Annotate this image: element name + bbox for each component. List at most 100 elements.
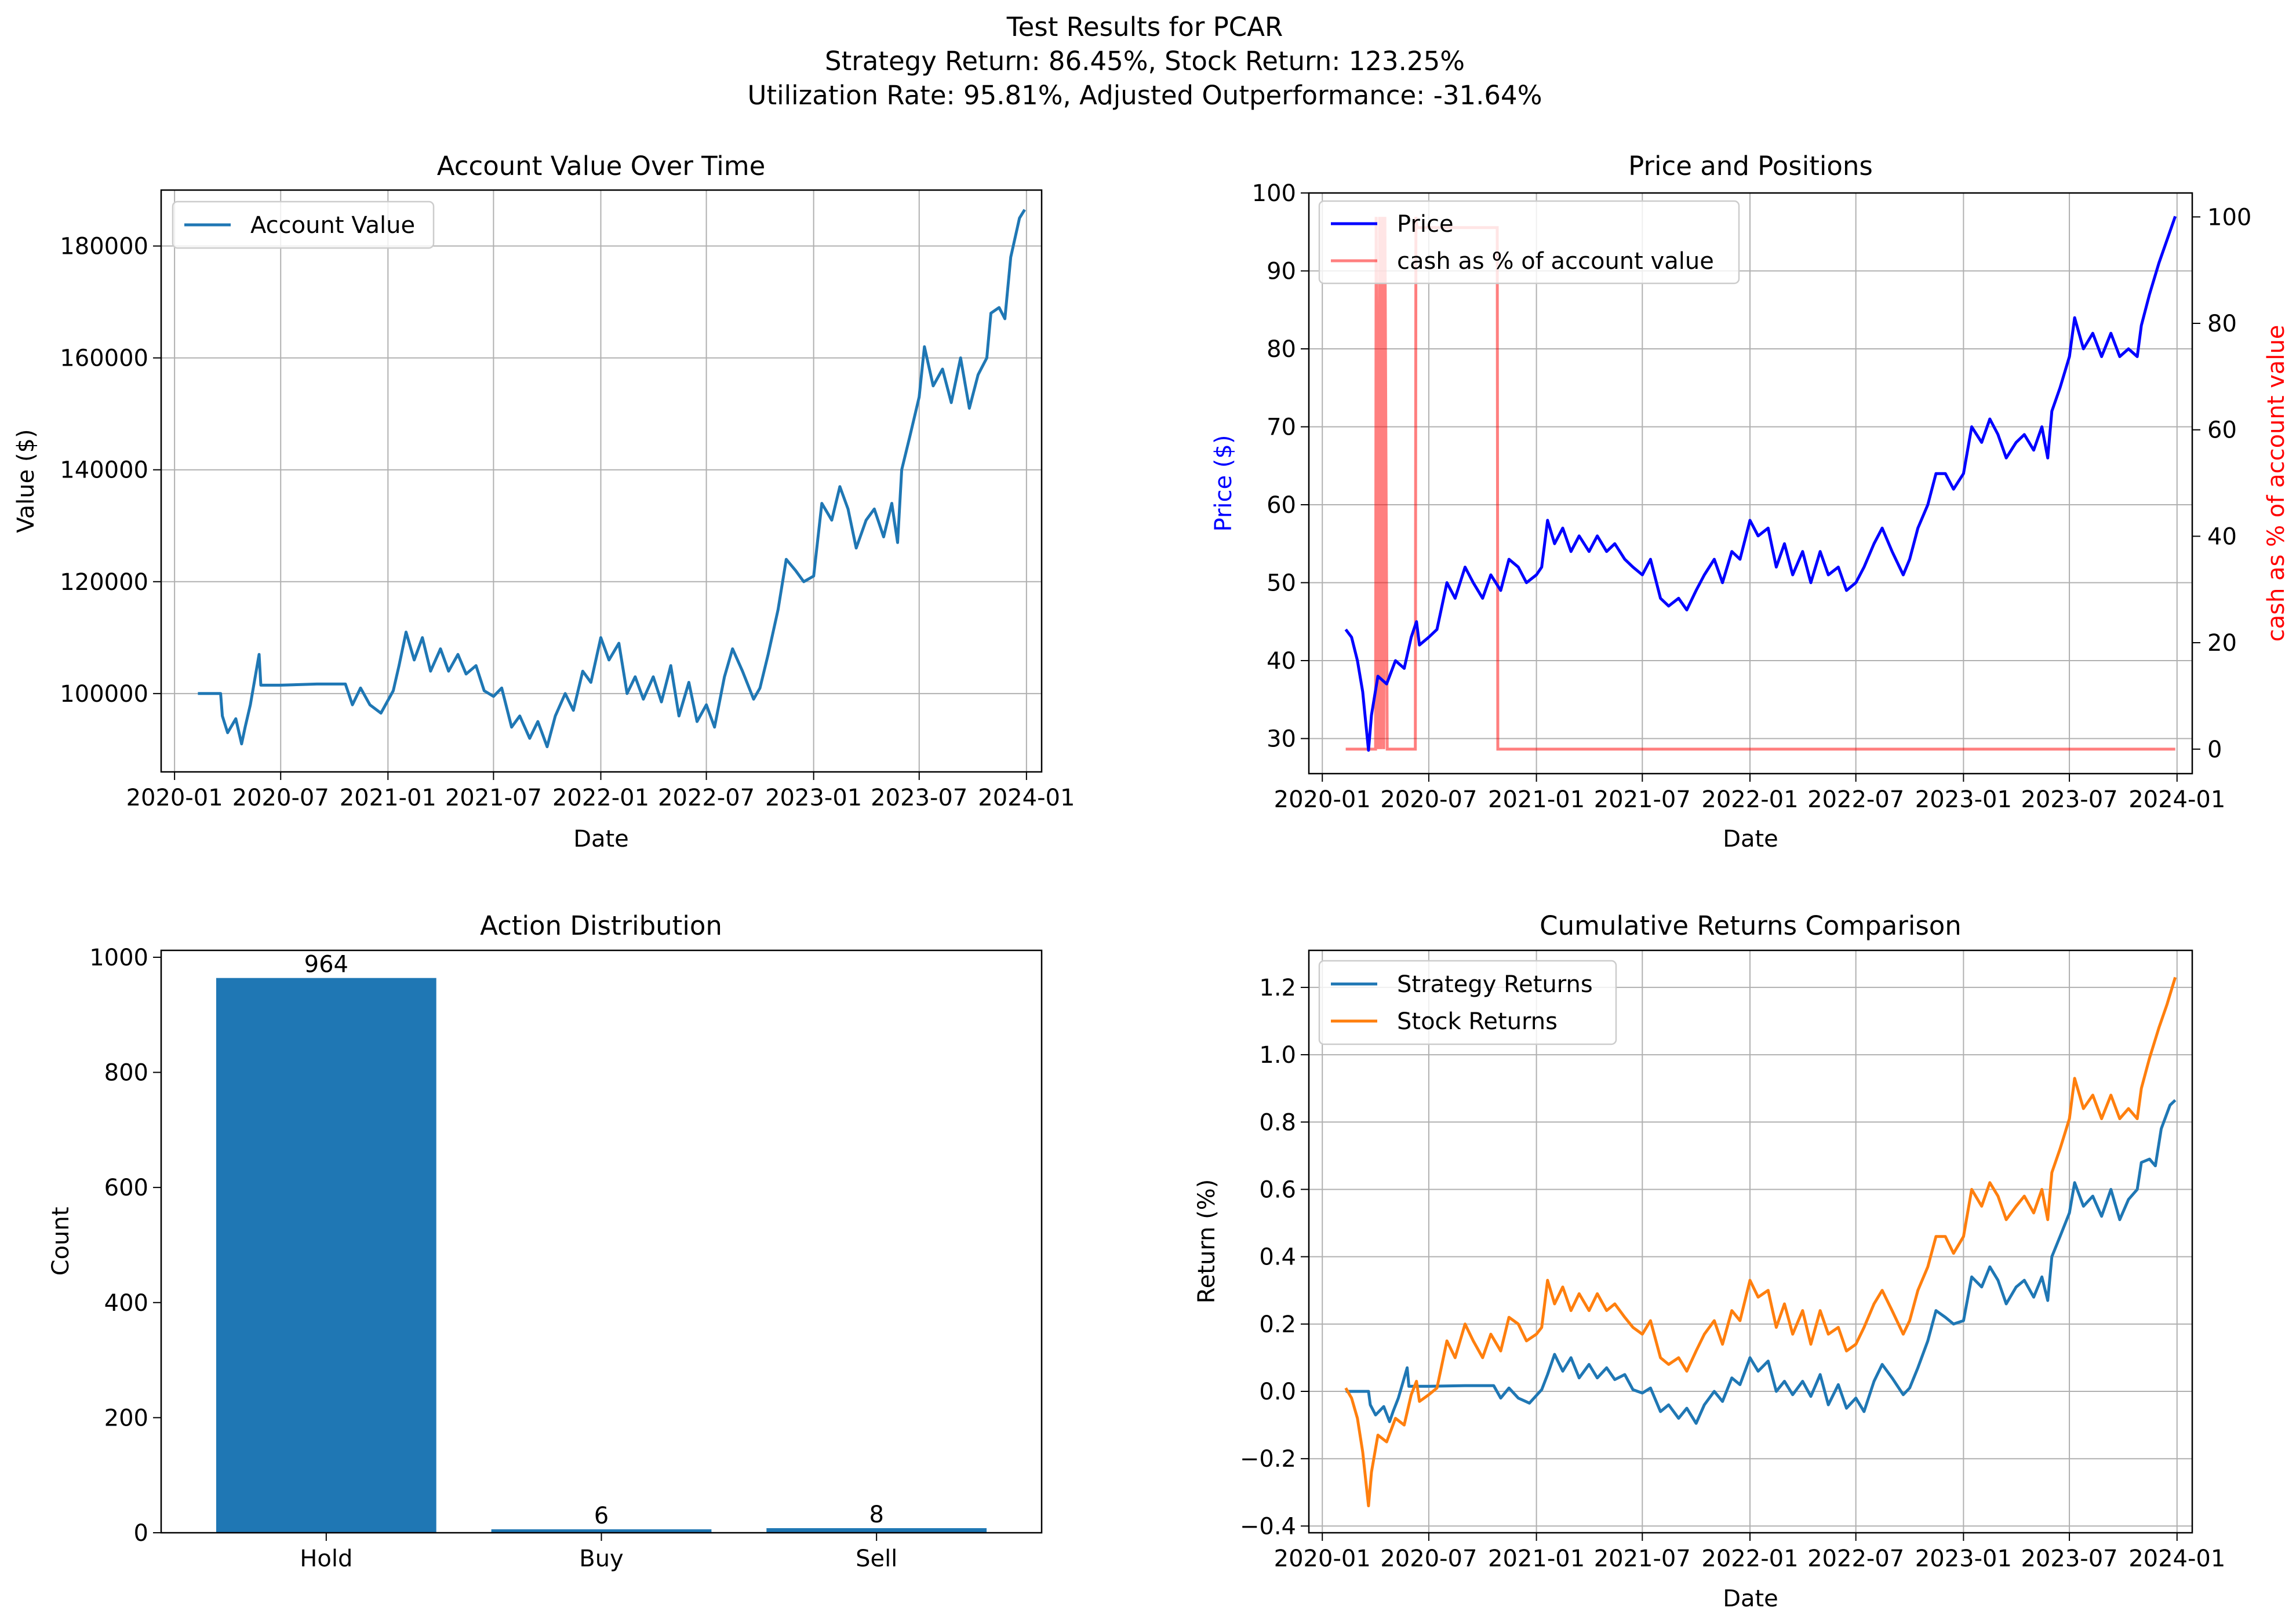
account-value-line (198, 209, 1026, 749)
x-tick-label: 2020-07 (1380, 786, 1477, 813)
x-tick-label: 2022-07 (658, 785, 755, 811)
y-tick-label: 0.0 (1259, 1379, 1296, 1405)
y-tick-label: 200 (104, 1405, 148, 1431)
figure-title-line-3: Utilization Rate: 95.81%, Adjusted Outpe… (748, 80, 1542, 111)
x-tick-label: 2024-01 (2128, 1546, 2225, 1572)
bar-value-label: 964 (304, 952, 348, 978)
right-y-tick-label: 20 (2207, 630, 2237, 657)
y-tick-label: 400 (104, 1290, 148, 1317)
strategy-legend-label: Strategy Returns (1397, 971, 1593, 998)
figure-title: Test Results for PCAR Strategy Return: 8… (748, 12, 1542, 111)
price-x-ticks: 2020-01 2020-07 2021-01 2021-07 2022-01 2022-… (1274, 774, 2225, 813)
y-tick-label: 70 (1267, 414, 1296, 440)
right-y-tick-label: 60 (2207, 417, 2237, 444)
x-tick-label: 2023-01 (1915, 1546, 2012, 1572)
price-legend-box (1318, 200, 1740, 285)
x-tick-label: 2022-07 (1807, 1546, 1904, 1572)
account-legend-box (172, 201, 435, 249)
price-right-y-ticks: 0 20 40 60 80 100 (2192, 204, 2251, 763)
account-y-ticks: 100000 120000 140000 160000 180000 (60, 234, 161, 708)
y-tick-label: 0.2 (1259, 1311, 1296, 1338)
x-tick-label: 2022-01 (552, 785, 649, 811)
y-tick-label: 160000 (60, 345, 148, 372)
price-positions-panel: Price and Positions 2020-01 2020-07 2021-0… (1210, 151, 2290, 852)
returns-x-ticks: 2020-01 2020-07 2021-01 2021-07 2022-01 2022-… (1274, 1533, 2225, 1572)
price-x-axis-label: Date (1723, 826, 1778, 852)
y-tick-label: 50 (1267, 570, 1296, 596)
stock-returns-line (1344, 976, 2177, 1507)
figure-title-line-1: Test Results for PCAR (1006, 12, 1283, 42)
price-line (1344, 216, 2177, 752)
returns-chart-title: Cumulative Returns Comparison (1540, 910, 1962, 941)
price-y-ticks: 30 40 50 60 70 80 90 100 (1252, 180, 1309, 752)
y-tick-label: −0.2 (1240, 1446, 1296, 1472)
action-bars: 964 6 8 (216, 952, 987, 1533)
stock-legend-label: Stock Returns (1397, 1008, 1558, 1035)
y-tick-label: 0.8 (1259, 1109, 1296, 1136)
y-tick-label: 100000 (60, 681, 148, 708)
account-plot-area (198, 209, 1026, 749)
right-y-tick-label: 0 (2207, 737, 2222, 763)
bar-buy (491, 1529, 712, 1533)
right-y-tick-label: 40 (2207, 523, 2237, 550)
x-tick-label: 2023-07 (2021, 1546, 2117, 1572)
price-axes-frame (1308, 192, 2193, 775)
y-tick-label: 0 (134, 1520, 148, 1547)
x-tick-label: 2021-01 (1488, 786, 1585, 813)
x-tick-label: 2021-07 (1594, 786, 1691, 813)
y-tick-label: −0.4 (1240, 1513, 1296, 1540)
y-tick-label: 60 (1267, 492, 1296, 519)
account-y-axis-label: Value ($) (13, 429, 39, 533)
y-tick-label: 40 (1267, 648, 1296, 675)
account-legend: Account Value (172, 201, 435, 249)
x-tick-label: 2022-01 (1701, 1546, 1798, 1572)
returns-grid (1309, 950, 2192, 1533)
category-label: Sell (856, 1546, 897, 1572)
category-label: Hold (300, 1546, 352, 1572)
y-tick-label: 90 (1267, 258, 1296, 285)
account-value-panel: Account Value Over Time 2020-01 2020-07 20… (13, 151, 1075, 852)
price-legend: Price cash as % of account value (1318, 200, 1740, 285)
returns-legend: Strategy Returns Stock Returns (1318, 960, 1617, 1045)
account-grid (161, 190, 1042, 772)
bar-value-label: 6 (594, 1503, 609, 1529)
right-y-tick-label: 80 (2207, 311, 2237, 337)
y-tick-label: 120000 (60, 569, 148, 596)
figure-title-line-2: Strategy Return: 86.45%, Stock Return: 1… (825, 46, 1465, 76)
y-tick-label: 800 (104, 1060, 148, 1087)
returns-plot-area (1344, 976, 2177, 1507)
action-chart-title: Action Distribution (480, 910, 722, 941)
cash-legend-label: cash as % of account value (1397, 248, 1714, 275)
account-legend-label: Account Value (250, 212, 415, 239)
y-tick-label: 140000 (60, 457, 148, 484)
y-tick-label: 180000 (60, 234, 148, 260)
returns-x-axis-label: Date (1723, 1585, 1778, 1612)
x-tick-label: 2021-01 (340, 785, 436, 811)
action-x-ticks: Hold Buy Sell (300, 1533, 897, 1572)
x-tick-label: 2023-01 (1915, 786, 2012, 813)
x-tick-label: 2021-01 (1488, 1546, 1585, 1572)
price-y-axis-label: Price ($) (1210, 435, 1237, 532)
account-chart-title: Account Value Over Time (437, 151, 766, 181)
returns-y-ticks: −0.4 −0.2 0.0 0.2 0.4 0.6 0.8 1.0 1.2 (1240, 975, 1309, 1540)
x-tick-label: 2021-07 (1594, 1546, 1691, 1572)
action-y-axis-label: Count (48, 1207, 74, 1276)
bar-value-label: 8 (869, 1501, 883, 1528)
x-tick-label: 2023-01 (765, 785, 862, 811)
cumulative-returns-panel: Cumulative Returns Comparison 2020-01 202… (1194, 910, 2225, 1612)
returns-y-axis-label: Return (%) (1194, 1179, 1220, 1304)
x-tick-label: 2020-07 (232, 785, 329, 811)
right-y-tick-label: 100 (2207, 204, 2251, 231)
x-tick-label: 2024-01 (978, 785, 1075, 811)
price-chart-title: Price and Positions (1628, 151, 1873, 181)
cash-y-axis-label: cash as % of account value (2263, 325, 2290, 642)
account-x-axis-label: Date (573, 826, 629, 852)
x-tick-label: 2022-01 (1701, 786, 1798, 813)
x-tick-label: 2020-07 (1380, 1546, 1477, 1572)
y-tick-label: 80 (1267, 336, 1296, 363)
x-tick-label: 2020-01 (1274, 1546, 1371, 1572)
y-tick-label: 1.0 (1259, 1042, 1296, 1069)
y-tick-label: 600 (104, 1175, 148, 1201)
strategy-returns-line (1345, 1099, 2177, 1425)
